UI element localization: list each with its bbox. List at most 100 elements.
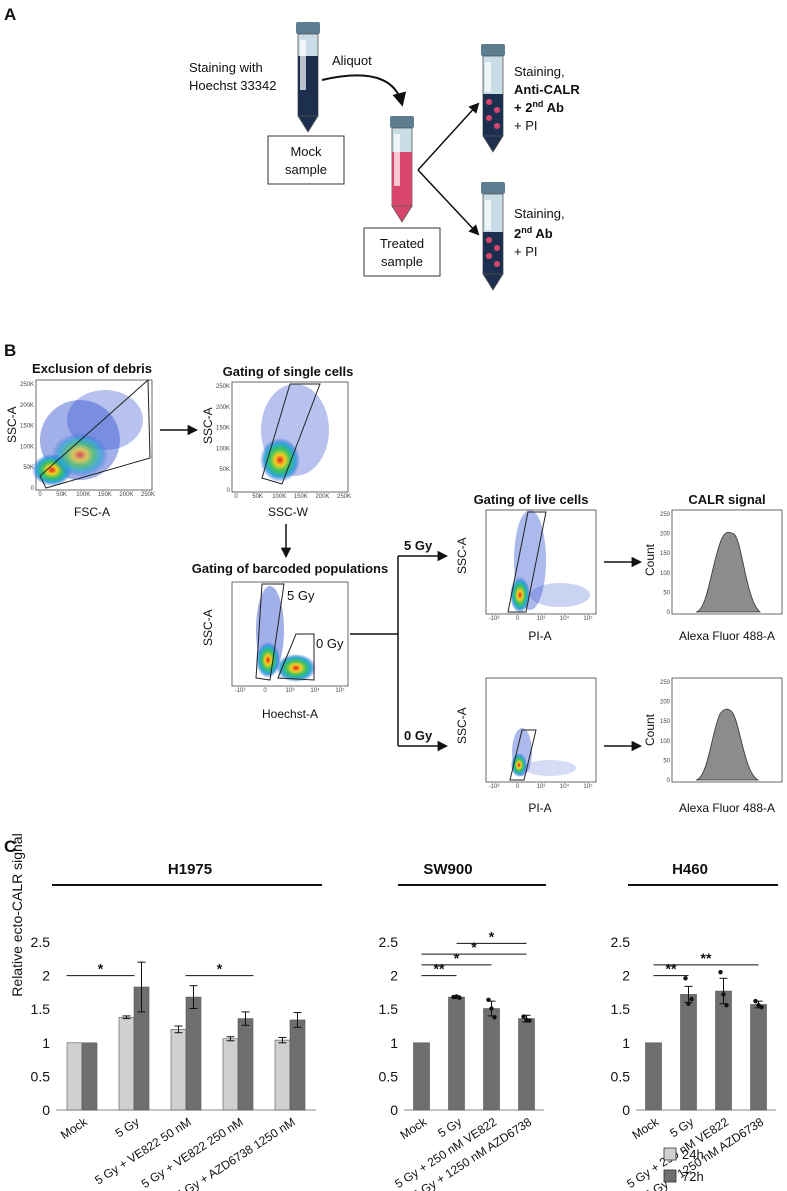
plot4-title: Gating of live cells bbox=[474, 492, 589, 507]
plot7-ytick: 150 bbox=[660, 719, 671, 725]
plot4-xtick: 10⁴ bbox=[560, 615, 570, 622]
legend-24h-swatch bbox=[663, 1147, 677, 1161]
plot1-ylabel: SSC-A bbox=[5, 406, 19, 443]
data-point bbox=[724, 1002, 729, 1008]
aliquot-arrow bbox=[321, 74, 407, 107]
plot6-xtick: -10³ bbox=[489, 784, 500, 790]
plot2-xlabel: SSC-W bbox=[268, 505, 309, 519]
ytick-label: 1 bbox=[622, 1035, 630, 1051]
plot3-gate-5gy bbox=[255, 583, 285, 681]
plot1-ytick: 0 bbox=[31, 486, 35, 492]
ytick-label: 1 bbox=[42, 1035, 50, 1051]
data-point bbox=[718, 970, 723, 975]
significance-label: * bbox=[98, 961, 104, 977]
chart-title: SW900 bbox=[423, 861, 472, 878]
aliquot-label: Aliquot bbox=[332, 53, 372, 68]
plot2-ytick: 250K bbox=[216, 384, 230, 390]
significance-label: * bbox=[471, 939, 477, 955]
ytick-label: 2 bbox=[390, 968, 398, 984]
mock-box-line1: Mock bbox=[290, 144, 322, 159]
panel-a-letter: A bbox=[4, 5, 16, 24]
data-point bbox=[521, 1014, 526, 1019]
plot1-xtick: 50K bbox=[56, 492, 67, 498]
top-branch-line1: Staining, bbox=[514, 64, 565, 79]
ytick-label: 1.5 bbox=[379, 1001, 399, 1017]
plot1-gate bbox=[39, 378, 151, 489]
plot-single-cells: SSC-A SSC-W 0 50K 100K 150K 200K 250K 0 50K 100… bbox=[201, 381, 351, 519]
plot2-events bbox=[260, 384, 329, 482]
plot-live-cells-0gy: SSC-A PI-A -10³ 0 10³ 10⁴ 10⁵ bbox=[455, 677, 597, 815]
plot1-xtick: 100K bbox=[76, 492, 90, 498]
bar bbox=[645, 1042, 662, 1111]
plot-calr-5gy: Count Alexa Fluor 488-A 0 50 100 150 200 250 bbox=[643, 509, 783, 643]
bottom-branch-line1: Staining, bbox=[514, 206, 565, 221]
staining-label-line2: Hoechst 33342 bbox=[189, 78, 276, 93]
mock-sample-box bbox=[267, 135, 345, 185]
plot2-ytick: 200K bbox=[216, 405, 230, 411]
bar bbox=[518, 1018, 535, 1111]
bar bbox=[274, 1039, 291, 1111]
plot1-xticks: 0 50K 100K 150K 200K 250K bbox=[38, 492, 155, 498]
mock-box-line2: sample bbox=[285, 162, 327, 177]
plot5-yticks: 0 50 100 150 200 250 bbox=[660, 512, 671, 616]
plot7-histogram bbox=[695, 708, 760, 781]
plot2-ytick: 150K bbox=[216, 426, 230, 432]
plot-live-cells: SSC-A PI-A -10³ 0 10³ 10⁴ 10⁵ bbox=[455, 509, 597, 643]
plot5-ylabel: Count bbox=[643, 543, 657, 576]
data-point bbox=[686, 1001, 691, 1007]
category-label: Mock bbox=[629, 1114, 662, 1142]
bar bbox=[680, 994, 697, 1111]
ytick-label: 1 bbox=[390, 1035, 398, 1051]
plot7-ytick: 0 bbox=[667, 778, 671, 784]
plot5-histogram bbox=[695, 531, 762, 613]
plot1-ytick: 100K bbox=[20, 444, 34, 450]
category-label: Mock bbox=[58, 1114, 91, 1142]
plot7-xlabel: Alexa Fluor 488-A bbox=[679, 801, 775, 815]
ytick-label: 0.5 bbox=[379, 1068, 399, 1084]
panel-a: A Staining with Hoechst 33342 Mock sampl… bbox=[4, 5, 580, 291]
plot6-xticks: -10³ 0 10³ 10⁴ 10⁵ bbox=[489, 783, 593, 790]
plot3-xtick: 10⁵ bbox=[335, 687, 345, 694]
bar bbox=[170, 1029, 187, 1111]
plot1-xtick: 200K bbox=[119, 492, 133, 498]
top-branch-line2: Anti-CALR bbox=[514, 82, 580, 97]
plot6-xtick: 10⁴ bbox=[560, 783, 570, 790]
bar bbox=[66, 1042, 83, 1111]
bar bbox=[750, 1004, 767, 1111]
ytick-label: 0 bbox=[390, 1102, 398, 1118]
plot3-gate-5gy-label: 5 Gy bbox=[287, 588, 315, 603]
plot6-events bbox=[511, 728, 576, 777]
plot7-ytick: 200 bbox=[660, 700, 671, 706]
legend-24h-label: 24h bbox=[682, 1147, 704, 1162]
significance-label: ** bbox=[434, 961, 445, 977]
plot6-xlabel: PI-A bbox=[528, 801, 551, 815]
plot4-ylabel: SSC-A bbox=[455, 537, 469, 574]
bar bbox=[715, 990, 732, 1111]
panel-c-letter: C bbox=[4, 837, 16, 856]
panel-b-letter: B bbox=[4, 341, 16, 360]
category-label: 5 Gy bbox=[113, 1115, 142, 1141]
plot4-xtick: 0 bbox=[516, 616, 520, 622]
plot1-xtick: 0 bbox=[38, 492, 42, 498]
plot2-gate bbox=[261, 383, 321, 485]
plot7-ylabel: Count bbox=[643, 713, 657, 746]
plot1-yticks: 0 50K 100K 150K 200K 250K bbox=[20, 382, 35, 492]
data-point bbox=[753, 998, 758, 1004]
data-point bbox=[489, 1006, 494, 1011]
plot5-ytick: 200 bbox=[660, 532, 671, 538]
plot4-xlabel: PI-A bbox=[528, 629, 551, 643]
panel-c: C Relative ecto-CALR signal H1975 0 0.5 1 1.… bbox=[4, 833, 778, 1191]
plot5-ytick: 250 bbox=[660, 512, 671, 518]
plot2-xtick: 100K bbox=[272, 494, 286, 500]
plot4-xtick: 10³ bbox=[537, 616, 546, 622]
chart-title: H460 bbox=[672, 861, 708, 878]
treated-sample-box bbox=[363, 227, 441, 277]
data-point bbox=[683, 976, 688, 981]
plot5-ytick: 0 bbox=[667, 610, 671, 616]
ytick-label: 0.5 bbox=[31, 1068, 51, 1084]
bar bbox=[483, 1008, 500, 1111]
plot6-ylabel: SSC-A bbox=[455, 707, 469, 744]
